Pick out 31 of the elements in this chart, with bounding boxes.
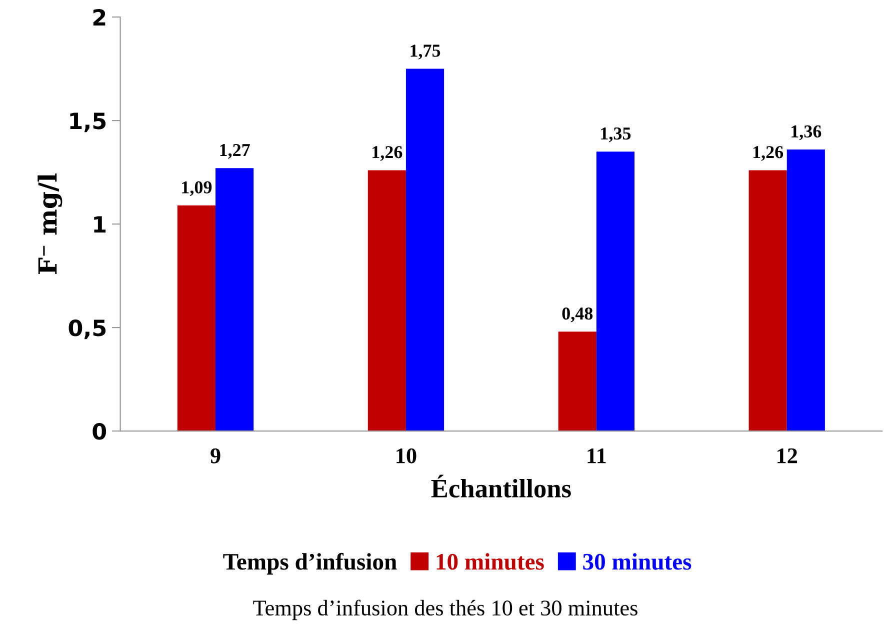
bar bbox=[216, 168, 254, 432]
y-tick-label: 2 bbox=[93, 9, 106, 26]
data-label: 0,48 bbox=[562, 307, 593, 322]
x-axis-title: Échantillons bbox=[431, 474, 571, 498]
legend-title: Temps d’infusion bbox=[223, 552, 397, 575]
x-tick-label: 9 bbox=[210, 448, 220, 464]
x-tick-label: 11 bbox=[588, 448, 606, 464]
legend-label: 30 minutes bbox=[583, 553, 692, 570]
text: Temps d’infusion des thés 10 et 30 minutes bbox=[253, 600, 638, 620]
x-tick-label: 10 bbox=[396, 448, 416, 464]
bar bbox=[177, 205, 216, 432]
y-axis-title: F⁻ mg/l bbox=[38, 174, 62, 274]
data-label: 1,27 bbox=[220, 144, 250, 159]
data-label: 1,35 bbox=[601, 127, 631, 142]
bar bbox=[406, 68, 444, 432]
bar bbox=[368, 170, 406, 432]
data-label: 1,26 bbox=[372, 146, 402, 161]
bar bbox=[786, 150, 825, 432]
y-tick-label: 1 bbox=[94, 216, 106, 232]
y-tick-label: 0 bbox=[92, 422, 106, 440]
data-label: 1,36 bbox=[792, 125, 822, 140]
legend-label: 10 minutes bbox=[436, 553, 544, 570]
bar bbox=[558, 332, 596, 432]
data-label: 1,75 bbox=[410, 44, 440, 60]
y-tick-label: 1,5 bbox=[70, 112, 106, 132]
data-label: 1,09 bbox=[182, 181, 212, 196]
y-tick-label: 0,5 bbox=[68, 319, 106, 340]
bar bbox=[748, 170, 787, 432]
x-tick-label: 12 bbox=[778, 448, 798, 464]
bar bbox=[596, 152, 635, 432]
data-label: 1,26 bbox=[753, 146, 784, 161]
